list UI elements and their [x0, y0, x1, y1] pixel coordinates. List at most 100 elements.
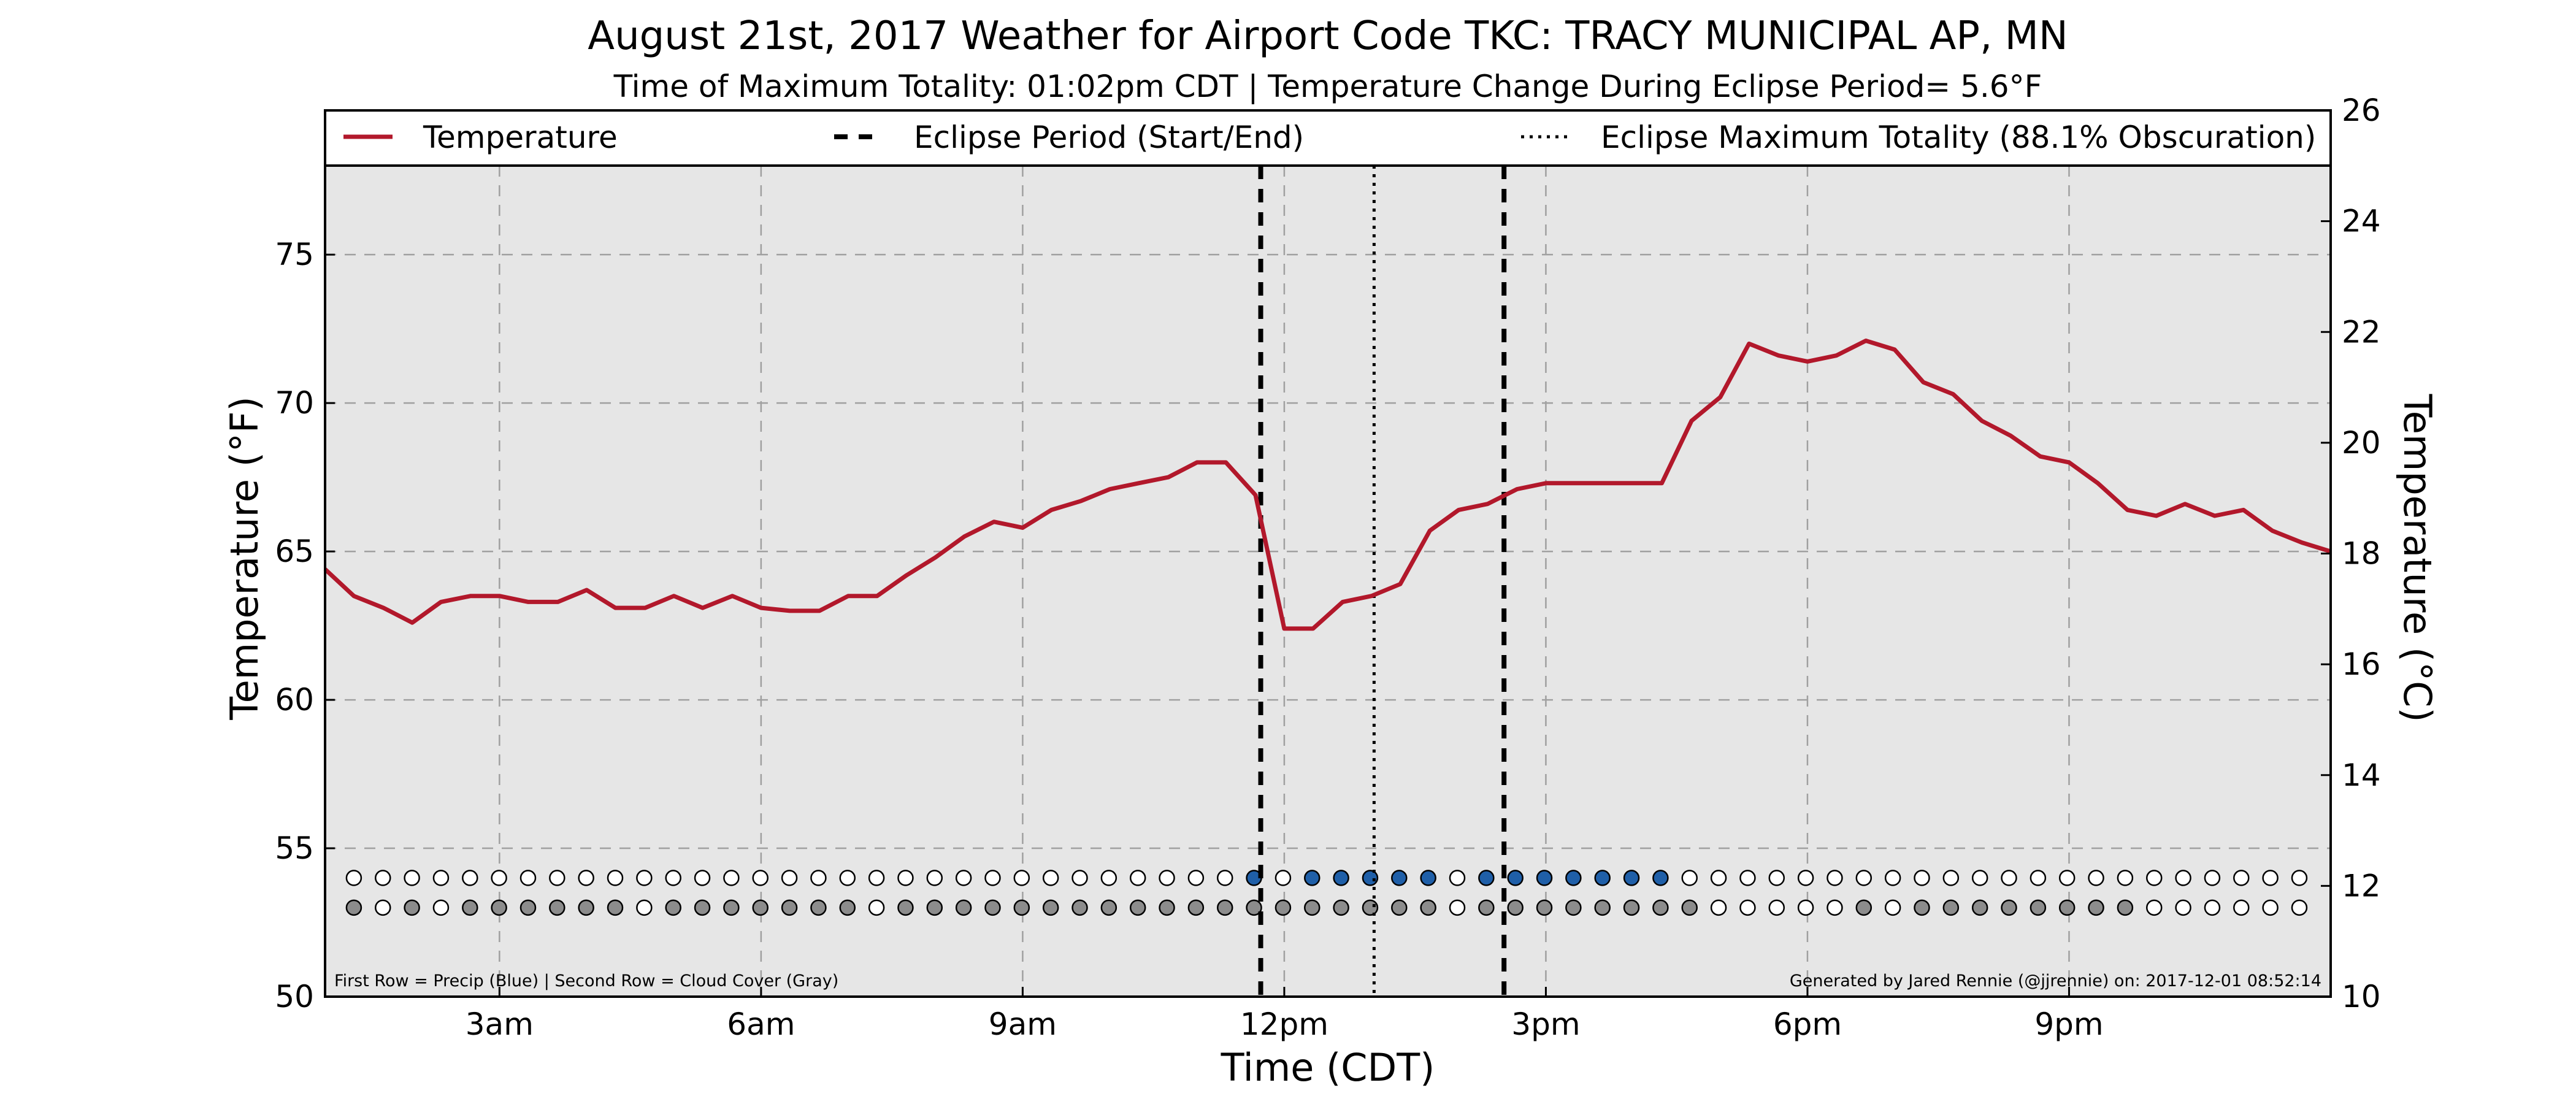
right-tick-label-8: 26: [2342, 93, 2381, 128]
cloud-marker-59: [2058, 899, 2076, 916]
cloud-marker-50: [1797, 899, 1814, 916]
cloud-marker-41: [1536, 899, 1553, 916]
right-axis-ticks: 10 12 14 16 18 20 22 24 26: [2321, 93, 2381, 1014]
precip-marker-5: [491, 870, 507, 886]
precip-marker-29: [1187, 870, 1205, 886]
precip-marker-52: [1855, 870, 1873, 886]
precip-marker-53: [1884, 870, 1901, 886]
precip-marker-67: [2291, 870, 2308, 886]
precip-marker-35: [1362, 870, 1379, 886]
precip-marker-4: [462, 870, 478, 886]
right-tick-label-4: 18: [2342, 536, 2381, 572]
precip-marker-45: [1652, 870, 1669, 886]
left-tick-label-1: 55: [275, 830, 314, 866]
right-tick-label-0: 10: [2342, 979, 2381, 1014]
cloud-marker-36: [1391, 899, 1408, 916]
precip-marker-22: [984, 870, 1001, 886]
cloud-marker-9: [607, 899, 624, 916]
precip-marker-48: [1739, 870, 1756, 886]
cloud-marker-51: [1827, 899, 1843, 916]
cloud-marker-10: [636, 899, 653, 916]
cloud-marker-54: [1914, 899, 1930, 916]
x-tick-label-4: 3pm: [1511, 1006, 1580, 1042]
cloud-marker-20: [926, 899, 943, 916]
cloud-marker-34: [1333, 899, 1349, 916]
cloud-marker-23: [1013, 899, 1030, 916]
cloud-marker-5: [491, 899, 507, 916]
left-tick-label-3: 65: [275, 534, 314, 569]
precip-marker-9: [607, 870, 624, 886]
precip-marker-8: [578, 870, 594, 886]
right-tick-label-5: 20: [2342, 425, 2381, 461]
cloud-marker-27: [1129, 899, 1146, 916]
cloud-marker-33: [1304, 899, 1321, 916]
cloud-marker-38: [1449, 899, 1466, 916]
x-tick-label-1: 6am: [727, 1006, 795, 1042]
precip-marker-27: [1129, 870, 1146, 886]
precip-marker-47: [1710, 870, 1727, 886]
precip-marker-57: [2001, 870, 2017, 886]
x-tick-label-3: 12pm: [1240, 1006, 1328, 1042]
precip-marker-38: [1449, 870, 1466, 886]
footnote-right: Generated by Jared Rennie (@jjrennie) on…: [1790, 972, 2321, 991]
cloud-marker-1: [375, 899, 391, 916]
cloud-marker-66: [2262, 899, 2279, 916]
cloud-marker-15: [781, 899, 798, 916]
precip-marker-61: [2117, 870, 2134, 886]
plot-area: [325, 166, 2331, 997]
cloud-marker-64: [2204, 899, 2221, 916]
legend-label-temperature: Temperature: [423, 120, 618, 155]
precip-marker-44: [1623, 870, 1640, 886]
precip-marker-55: [1942, 870, 1960, 886]
precip-marker-24: [1042, 870, 1059, 886]
precip-marker-28: [1159, 870, 1175, 886]
precip-marker-33: [1304, 870, 1321, 886]
cloud-marker-58: [2030, 899, 2047, 916]
cloud-marker-4: [462, 899, 478, 916]
precip-marker-49: [1768, 870, 1785, 886]
cloud-marker-29: [1187, 899, 1205, 916]
precip-marker-65: [2233, 870, 2250, 886]
precip-marker-32: [1275, 870, 1292, 886]
precip-marker-19: [897, 870, 914, 886]
cloud-marker-42: [1565, 899, 1582, 916]
precip-marker-40: [1507, 870, 1524, 886]
precip-marker-42: [1565, 870, 1582, 886]
weather-markers: [345, 870, 2308, 916]
precip-marker-13: [723, 870, 740, 886]
precip-marker-2: [404, 870, 420, 886]
left-tick-label-5: 75: [275, 237, 314, 272]
cloud-marker-18: [868, 899, 885, 916]
right-tick-label-2: 14: [2342, 757, 2381, 793]
cloud-marker-6: [519, 899, 537, 916]
legend-label-eclipse-max: Eclipse Maximum Totality (88.1% Obscurat…: [1601, 120, 2316, 155]
cloud-marker-22: [984, 899, 1001, 916]
precip-marker-3: [432, 870, 450, 886]
precip-marker-17: [839, 870, 856, 886]
precip-marker-15: [781, 870, 798, 886]
x-axis-ticks: 3am 6am 9am 12pm 3pm 6pm 9pm: [466, 987, 2104, 1042]
cloud-marker-30: [1216, 899, 1233, 916]
precip-marker-56: [1971, 870, 1988, 886]
precip-marker-14: [752, 870, 769, 886]
gridlines: [325, 166, 2331, 997]
cloud-marker-28: [1159, 899, 1175, 916]
cloud-marker-62: [2145, 899, 2163, 916]
cloud-marker-40: [1507, 899, 1524, 916]
precip-marker-54: [1914, 870, 1930, 886]
cloud-marker-47: [1710, 899, 1727, 916]
precip-marker-7: [549, 870, 565, 886]
cloud-marker-63: [2175, 899, 2191, 916]
cloud-marker-25: [1071, 899, 1088, 916]
cloud-marker-45: [1652, 899, 1669, 916]
precip-marker-51: [1827, 870, 1843, 886]
cloud-marker-21: [955, 899, 972, 916]
precip-marker-63: [2175, 870, 2191, 886]
precip-marker-62: [2145, 870, 2163, 886]
cloud-marker-11: [665, 899, 681, 916]
cloud-marker-55: [1942, 899, 1960, 916]
precip-marker-41: [1536, 870, 1553, 886]
cloud-marker-2: [404, 899, 420, 916]
right-tick-label-6: 22: [2342, 314, 2381, 350]
